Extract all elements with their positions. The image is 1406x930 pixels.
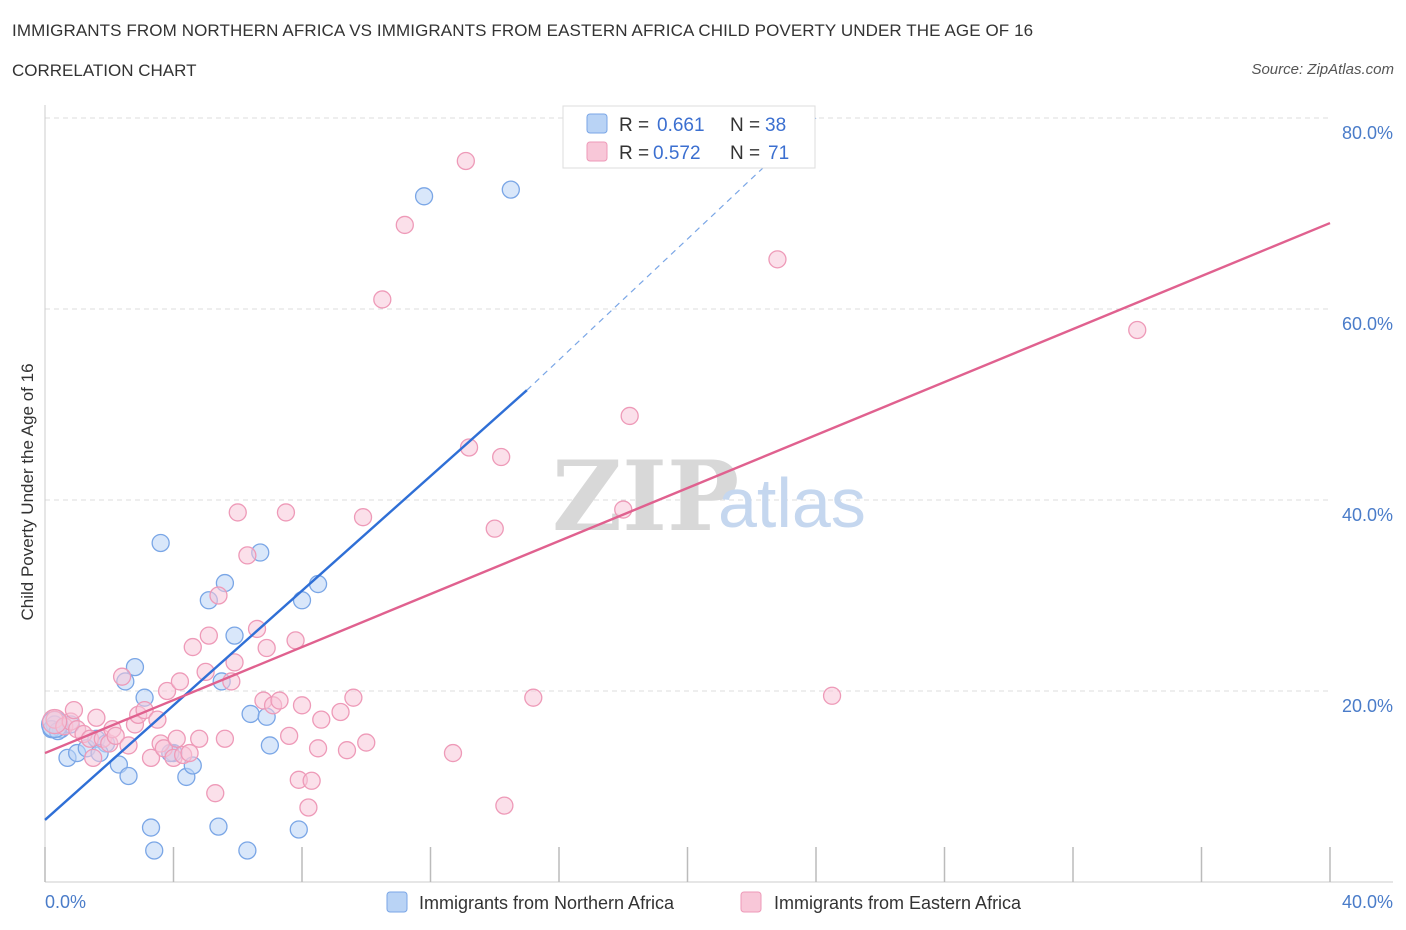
legend-n-value-northern: 38	[765, 115, 786, 136]
eastern-point-33	[209, 586, 228, 605]
northern-trend-line	[44, 389, 528, 821]
eastern-cluster-point	[41, 708, 68, 735]
northern-point-23	[225, 626, 244, 645]
eastern-point-56	[353, 508, 373, 527]
northern-point-33	[414, 187, 434, 206]
eastern-point-44	[276, 503, 296, 522]
eastern-point-62	[459, 438, 479, 457]
watermark-zip: ZIP	[552, 440, 739, 553]
northern-point-34	[501, 180, 520, 199]
bottom-legend-swatch-northern	[386, 891, 408, 913]
northern-point-16	[145, 841, 164, 860]
northern-point-29	[260, 736, 280, 755]
eastern-point-69	[768, 250, 787, 269]
eastern-point-30	[196, 662, 215, 682]
eastern-point-38	[238, 546, 257, 565]
eastern-point-27	[180, 743, 199, 763]
legend-r-value-eastern: 0.572	[653, 143, 701, 164]
eastern-point-65	[495, 796, 514, 815]
eastern-point-63	[485, 519, 504, 538]
eastern-africa-points	[41, 151, 1147, 817]
legend-swatch-northern	[586, 113, 608, 134]
eastern-point-68	[620, 406, 639, 426]
eastern-point-70	[822, 686, 842, 705]
northern-point-31	[292, 591, 312, 610]
eastern-point-61	[456, 151, 475, 171]
eastern-point-18	[141, 748, 161, 767]
legend-r-label: R =	[619, 143, 649, 164]
x-tick-label-1: 40.0%	[1342, 892, 1393, 912]
eastern-point-50	[302, 771, 321, 790]
eastern-point-28	[183, 637, 202, 657]
eastern-point-57	[357, 733, 376, 752]
northern-point-24	[209, 817, 228, 836]
series-legend: Immigrants from Northern Africa Immigran…	[386, 891, 1022, 913]
eastern-point-34	[215, 729, 235, 748]
eastern-point-24	[167, 729, 186, 748]
bottom-legend-label-northern: Immigrants from Northern Africa	[419, 893, 675, 913]
source-credit: Source: ZipAtlas.com	[1251, 61, 1394, 78]
northern-point-30	[289, 820, 308, 839]
eastern-point-12	[106, 726, 125, 746]
eastern-point-51	[308, 739, 328, 758]
northern-point-11	[125, 657, 145, 677]
y-tick-label-3: 80.0%	[1342, 123, 1393, 143]
legend-r-value-northern: 0.661	[657, 115, 705, 136]
chart-title: IMMIGRANTS FROM NORTHERN AFRICA VS IMMIG…	[12, 21, 1034, 40]
eastern-point-58	[373, 290, 392, 309]
grid-lines	[45, 117, 1330, 692]
eastern-point-43	[270, 691, 289, 710]
y-tick-label-2: 60.0%	[1342, 314, 1393, 334]
eastern-point-25	[170, 672, 190, 691]
axes	[44, 105, 1393, 883]
eastern-point-64	[492, 447, 511, 467]
tick-labels: 20.0% 40.0% 60.0% 80.0% 0.0% 40.0%	[45, 123, 1393, 912]
chart-subtitle: CORRELATION CHART	[12, 61, 197, 80]
eastern-point-55	[344, 688, 363, 707]
eastern-point-48	[292, 696, 312, 715]
northern-point-15	[141, 818, 161, 837]
eastern-point-31	[199, 626, 218, 645]
y-axis-label: Child Poverty Under the Age of 16	[18, 363, 37, 620]
eastern-point-60	[443, 743, 463, 763]
northern-point-10	[119, 766, 138, 786]
legend-n-value-eastern: 71	[768, 143, 789, 164]
eastern-point-8	[87, 708, 106, 727]
eastern-point-54	[337, 741, 357, 760]
eastern-trend-line	[44, 221, 1331, 755]
legend-n-label: N =	[730, 143, 760, 164]
eastern-point-52	[312, 710, 331, 729]
eastern-point-41	[257, 638, 276, 658]
northern-point-32	[308, 574, 328, 594]
eastern-point-3	[64, 700, 84, 720]
y-tick-label-0: 20.0%	[1342, 696, 1393, 716]
x-tick-label-0: 0.0%	[45, 892, 86, 912]
northern-point-26	[241, 704, 260, 724]
eastern-point-53	[331, 702, 350, 722]
bottom-legend-label-eastern: Immigrants from Eastern Africa	[774, 893, 1022, 913]
eastern-point-29	[190, 729, 209, 748]
eastern-point-32	[206, 784, 225, 803]
eastern-point-13	[112, 667, 132, 686]
eastern-point-37	[228, 503, 247, 522]
correlation-legend: R = 0.661 N = 38 R = 0.572 N = 71	[562, 105, 816, 169]
eastern-point-66	[524, 688, 543, 707]
bottom-legend-swatch-eastern	[740, 891, 762, 913]
eastern-point-59	[395, 215, 414, 235]
y-tick-label-1: 40.0%	[1342, 505, 1393, 525]
eastern-point-71	[1128, 320, 1147, 340]
eastern-point-36	[225, 653, 244, 672]
eastern-point-45	[279, 726, 299, 746]
eastern-point-22	[157, 681, 177, 701]
watermark-atlas: atlas	[718, 464, 866, 542]
eastern-point-49	[299, 798, 318, 817]
legend-r-label: R =	[619, 115, 649, 136]
northern-point-25	[238, 841, 257, 860]
northern-point-14	[151, 533, 170, 553]
eastern-point-7	[84, 748, 103, 767]
legend-swatch-eastern	[586, 141, 608, 162]
legend-n-label: N =	[730, 115, 760, 136]
